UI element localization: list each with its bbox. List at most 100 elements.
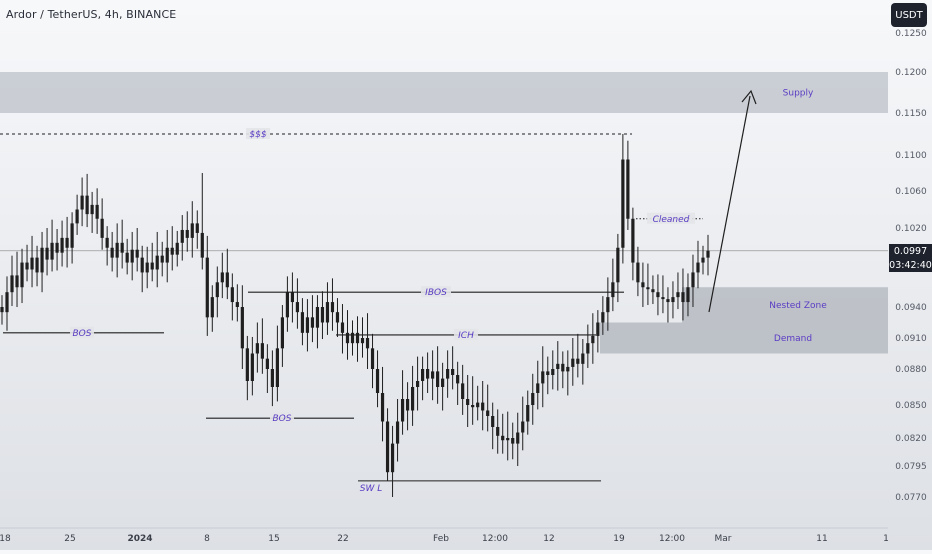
candle-body <box>471 405 475 408</box>
y-tick-label: 0.1100 <box>895 151 927 161</box>
candle-body <box>626 159 630 219</box>
y-tick-label: 0.0880 <box>895 365 927 375</box>
candle-body <box>340 322 345 333</box>
x-tick-label: 15 <box>268 534 279 544</box>
candle-body <box>235 302 239 307</box>
candle-body <box>305 317 310 333</box>
candle-body <box>255 343 259 354</box>
zone-demand <box>600 322 888 354</box>
last-price-tag: 0.0997 <box>889 244 932 258</box>
candle-body <box>55 242 59 253</box>
candle-body <box>180 229 184 243</box>
candle-body <box>586 343 590 354</box>
candle-body <box>405 399 410 411</box>
candle-body <box>75 209 79 224</box>
level-label-bg <box>270 412 294 424</box>
candle-body <box>310 317 315 328</box>
zone-label-demand: Demand <box>774 334 812 344</box>
candle-body <box>486 410 490 416</box>
candle-body <box>461 383 465 399</box>
candle-body <box>686 287 690 303</box>
candle-body <box>656 292 660 298</box>
candle-body <box>0 307 4 313</box>
countdown-tag: 03:42:40 <box>889 258 932 272</box>
candle-body <box>130 249 134 263</box>
candle-body <box>245 348 249 381</box>
y-axis[interactable]: 0.1250 0.1200 0.1150 0.1100 0.1060 0.1020 0.09… <box>888 0 932 550</box>
candle-body <box>385 421 390 473</box>
candle-body <box>150 262 154 270</box>
candle-body <box>350 332 355 344</box>
candle-body <box>280 317 284 349</box>
candle-body <box>491 416 495 427</box>
candle-body <box>676 292 680 298</box>
y-tick-label: 0.0770 <box>895 493 927 503</box>
currency-button[interactable]: USDT <box>891 3 927 27</box>
candle-body <box>95 204 99 219</box>
candle-body <box>125 252 129 263</box>
zone-label-nested-zone: Nested Zone <box>769 301 827 311</box>
candle-body <box>606 297 610 313</box>
candle-body <box>546 371 550 375</box>
candle-body <box>496 427 500 436</box>
candle-body <box>345 332 350 344</box>
x-tick-label: 12 <box>543 534 554 544</box>
candle-body <box>541 371 545 384</box>
candle-body <box>511 438 515 444</box>
candle-body <box>120 242 124 253</box>
candle-body <box>190 223 194 238</box>
candle-body <box>115 242 119 258</box>
candle-body <box>260 343 264 359</box>
candle-body <box>50 242 54 260</box>
x-tick-label: 11 <box>816 534 827 544</box>
candle-body <box>531 393 535 405</box>
candle-body <box>380 393 385 422</box>
candle-body <box>360 338 365 344</box>
candle-body <box>631 218 635 263</box>
zone-label-supply: Supply <box>783 89 814 99</box>
zone-supply <box>0 72 888 113</box>
candle-body <box>80 195 84 210</box>
candle-body <box>661 297 665 300</box>
level-label: $$$ <box>249 130 266 140</box>
candle-body <box>646 287 650 290</box>
candle-body <box>395 421 400 444</box>
candle-body <box>20 262 24 288</box>
candle-body <box>691 272 695 288</box>
projection-arrow-line <box>708 95 751 313</box>
y-tick-label: 0.0820 <box>895 434 927 444</box>
candle-body <box>506 438 510 441</box>
level-label: BOS <box>273 414 292 424</box>
candle-body <box>230 287 234 303</box>
candle-body <box>330 302 335 313</box>
candle-body <box>165 247 169 263</box>
candles-layer <box>0 134 710 497</box>
candle-body <box>225 272 229 288</box>
level-label-bg <box>454 328 478 340</box>
candle-body <box>265 358 269 369</box>
candle-body <box>501 435 505 441</box>
candle-body <box>651 289 655 293</box>
candle-body <box>155 255 159 270</box>
x-tick-label: 18 <box>0 534 11 544</box>
level-label: ICH <box>458 331 474 341</box>
candle-body <box>65 237 69 248</box>
x-tick-label: 1 <box>883 534 889 544</box>
candle-body <box>641 282 645 288</box>
candle-body <box>415 381 420 387</box>
candle-body <box>426 369 430 379</box>
candle-body <box>215 282 219 298</box>
level-label-bg <box>246 128 270 139</box>
candle-body <box>25 262 29 270</box>
candle-body <box>556 363 560 369</box>
y-tick-label: 0.0940 <box>895 303 927 313</box>
candle-body <box>551 369 555 375</box>
candle-body <box>355 332 360 344</box>
candle-body <box>220 272 224 283</box>
candle-body <box>5 292 9 313</box>
x-axis[interactable]: 18 25 2024 8 15 22 Feb 12:00 12 19 12:00 Mar 11 1 <box>0 527 889 544</box>
levels-layer: $$$ Cleaned IBOS ICH BOS BOS SW L <box>0 128 703 494</box>
level-label-bg <box>647 212 695 224</box>
